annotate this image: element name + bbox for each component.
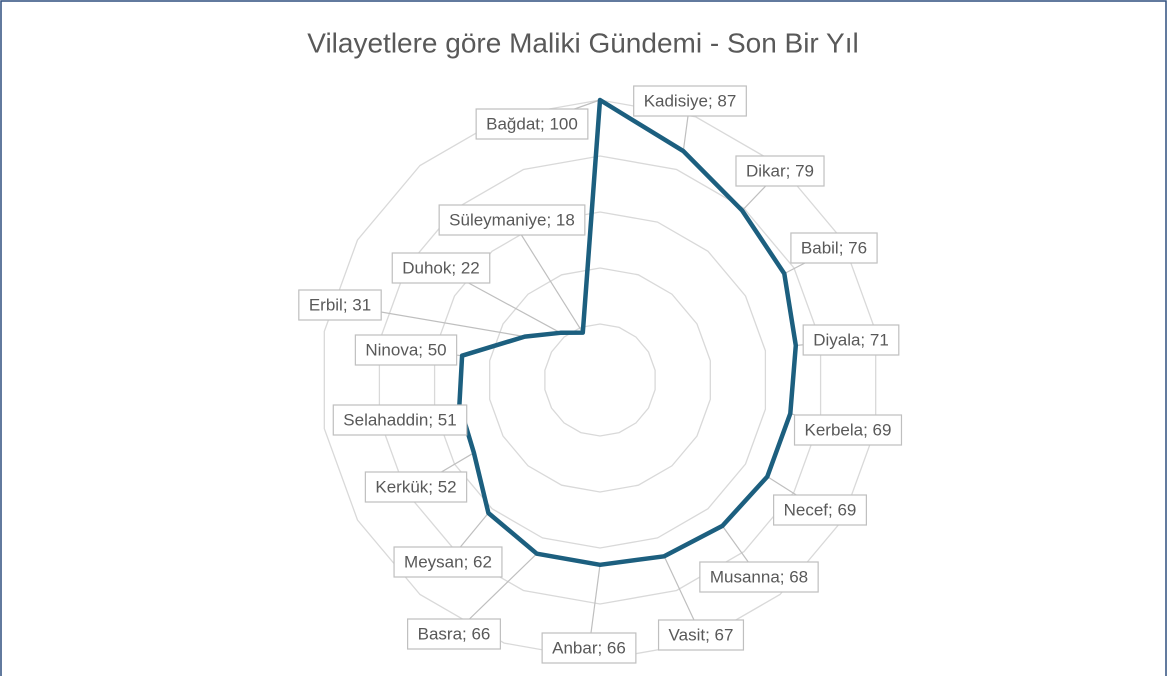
data-label: Diyala; 71 (813, 330, 889, 349)
data-label-box (699, 561, 819, 593)
data-label: Bağdat; 100 (486, 114, 578, 133)
data-label-box (364, 471, 468, 503)
data-label-box (633, 85, 747, 117)
data-label-box (407, 618, 501, 650)
data-label-box (790, 232, 878, 264)
data-label: Ninova; 50 (365, 340, 446, 359)
data-label: Musanna; 68 (710, 567, 808, 586)
data-label: Erbil; 31 (309, 295, 371, 314)
data-label-box (332, 404, 468, 436)
data-label: Babil; 76 (801, 238, 867, 257)
data-label-box (393, 546, 503, 578)
data-label: Vasit; 67 (669, 625, 734, 644)
data-label: Süleymaniye; 18 (449, 210, 575, 229)
data-label-box (793, 414, 903, 446)
data-label-box (657, 619, 745, 651)
data-label: Meysan; 62 (404, 552, 492, 571)
data-label: Kadisiye; 87 (644, 91, 737, 110)
grid-ring (489, 267, 711, 493)
data-label-box (391, 252, 491, 284)
data-label: Selahaddin; 51 (343, 410, 456, 429)
data-label: Anbar; 66 (552, 638, 626, 657)
radar-line (457, 97, 799, 568)
data-label-box (802, 324, 900, 356)
data-label: Necef; 69 (784, 500, 857, 519)
grid-ring (544, 323, 656, 437)
data-label: Kerkük; 52 (375, 477, 456, 496)
leader-line (511, 219, 584, 333)
data-label-box (475, 108, 589, 140)
data-label: Kerbela; 69 (805, 420, 892, 439)
data-label-box (735, 155, 825, 187)
data-label-box (298, 289, 382, 321)
data-label-box (354, 334, 458, 366)
grid-ring (433, 211, 767, 549)
data-label-box (773, 494, 867, 526)
data-label: Duhok; 22 (402, 258, 480, 277)
data-label: Basra; 66 (418, 624, 491, 643)
chart-title: Vilayetlere göre Maliki Gündemi - Son Bi… (307, 27, 858, 58)
data-label-box (438, 204, 586, 236)
data-label: Dikar; 79 (746, 161, 814, 180)
data-label-box (541, 632, 637, 664)
